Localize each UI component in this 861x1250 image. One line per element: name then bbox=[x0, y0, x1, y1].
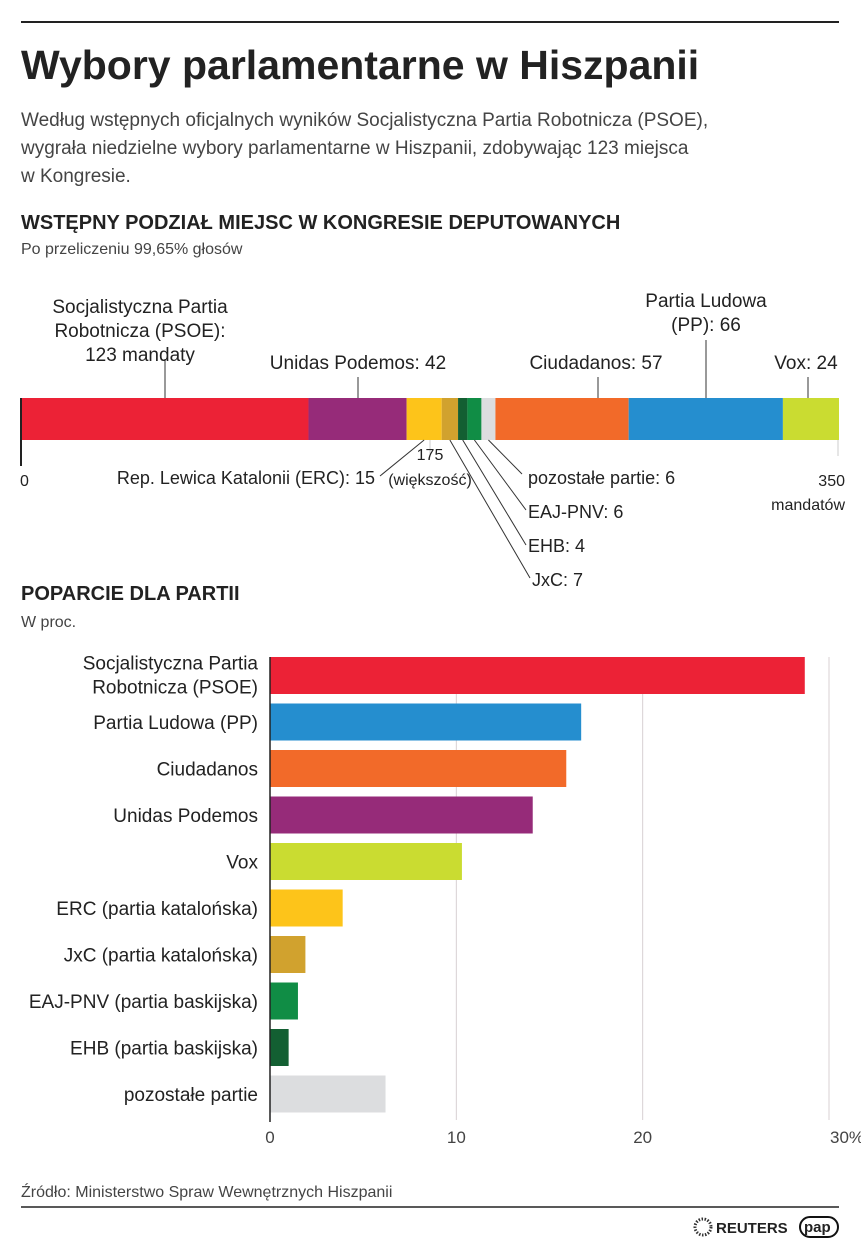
segment-label: EHB: 4 bbox=[528, 536, 585, 556]
segment-label: pozostałe partie: 6 bbox=[528, 468, 675, 488]
category-label: Robotnicza (PSOE) bbox=[92, 678, 258, 699]
x-tick-label: 30% bbox=[830, 1128, 861, 1147]
x-tick-label: 20 bbox=[633, 1128, 652, 1147]
category-label: Unidas Podemos bbox=[113, 806, 258, 827]
segment-label: Partia Ludowa bbox=[645, 291, 767, 312]
segment-label: EAJ-PNV: 6 bbox=[528, 502, 623, 522]
seats-subtitle: Po przeliczeniu 99,65% głosów bbox=[21, 241, 243, 258]
support-bar bbox=[270, 1029, 289, 1066]
segment-label: Ciudadanos: 57 bbox=[529, 353, 662, 374]
x-tick-label: 10 bbox=[447, 1128, 466, 1147]
intro-line: w Kongresie. bbox=[20, 166, 131, 187]
tick-label: mandatów bbox=[771, 497, 845, 514]
seat-segment-ehb bbox=[458, 398, 468, 440]
segment-label: 123 mandaty bbox=[85, 345, 195, 366]
tick-label: (większość) bbox=[388, 472, 472, 489]
segment-label: Vox: 24 bbox=[774, 353, 838, 374]
seat-segment-jxc bbox=[441, 398, 459, 440]
segment-label: Unidas Podemos: 42 bbox=[270, 353, 446, 374]
support-chart: 0 10 20 30% Socjalistyczna Partia Robotnicza … bbox=[29, 654, 861, 1148]
leader-line bbox=[488, 439, 523, 475]
page-title: Wybory parlamentarne w Hiszpanii bbox=[21, 42, 699, 88]
category-label: Partia Ludowa (PP) bbox=[93, 713, 258, 734]
category-label: EAJ-PNV (partia baskijska) bbox=[29, 992, 258, 1013]
segment-label: Rep. Lewica Katalonii (ERC): 15 bbox=[117, 468, 375, 488]
support-subtitle: W proc. bbox=[21, 614, 76, 631]
support-title: POPARCIE DLA PARTII bbox=[21, 583, 240, 605]
support-bar bbox=[270, 1075, 386, 1113]
intro-line: Według wstępnych oficjalnych wyników Soc… bbox=[21, 110, 708, 131]
segment-label: (PP): 66 bbox=[671, 315, 741, 336]
seats-chart: 0 175 (większość) 350 mandatów Socjalistyczna… bbox=[20, 291, 845, 590]
leader-line bbox=[462, 439, 527, 546]
svg-text:pap: pap bbox=[804, 1219, 831, 1236]
seat-segment-up bbox=[308, 398, 407, 440]
segment-label: Socjalistyczna Partia bbox=[52, 297, 228, 318]
tick-label: 175 bbox=[417, 447, 444, 464]
support-bar bbox=[270, 843, 462, 880]
support-bar bbox=[270, 750, 567, 787]
segment-label: Robotnicza (PSOE): bbox=[54, 321, 225, 342]
category-label: Ciudadanos bbox=[157, 760, 258, 781]
seat-segment-psoe bbox=[21, 398, 309, 440]
leader-line bbox=[449, 439, 531, 579]
seats-title: WSTĘPNY PODZIAŁ MIEJSC W KONGRESIE DEPUT… bbox=[21, 212, 620, 234]
tick-label: 0 bbox=[20, 473, 29, 490]
support-bar bbox=[270, 796, 533, 834]
seat-segment-others bbox=[481, 398, 496, 440]
category-label: JxC (partia katalońska) bbox=[64, 946, 258, 967]
category-label: ERC (partia katalońska) bbox=[56, 899, 258, 920]
category-label: pozostałe partie bbox=[124, 1085, 258, 1106]
reuters-logo: REUTERS bbox=[693, 1217, 788, 1237]
support-bar bbox=[270, 982, 298, 1020]
x-tick-label: 0 bbox=[265, 1128, 274, 1147]
category-label: EHB (partia baskijska) bbox=[70, 1039, 258, 1060]
seat-segment-pp bbox=[628, 398, 783, 440]
support-bar bbox=[270, 936, 306, 973]
pap-logo: pap bbox=[799, 1216, 839, 1238]
support-bar bbox=[270, 703, 582, 741]
tick-label: 350 bbox=[818, 473, 845, 490]
intro-line: wygrała niedzielne wybory parlamentarne … bbox=[20, 138, 689, 159]
category-label: Socjalistyczna Partia bbox=[83, 654, 259, 675]
seat-segment-eaj-pnv bbox=[467, 398, 482, 440]
source-note: Źródło: Ministerstwo Spraw Wewnętrznych … bbox=[21, 1182, 392, 1201]
support-bar bbox=[270, 889, 343, 927]
leader-line bbox=[474, 439, 527, 511]
category-label: Vox bbox=[226, 853, 258, 874]
seat-segment-erc bbox=[406, 398, 442, 440]
support-bar bbox=[270, 657, 805, 694]
seat-segment-vox bbox=[782, 398, 839, 440]
leader-line bbox=[379, 439, 425, 477]
seat-segment-cs bbox=[495, 398, 629, 440]
segment-label: JxC: 7 bbox=[532, 570, 583, 590]
svg-text:REUTERS: REUTERS bbox=[716, 1220, 788, 1237]
